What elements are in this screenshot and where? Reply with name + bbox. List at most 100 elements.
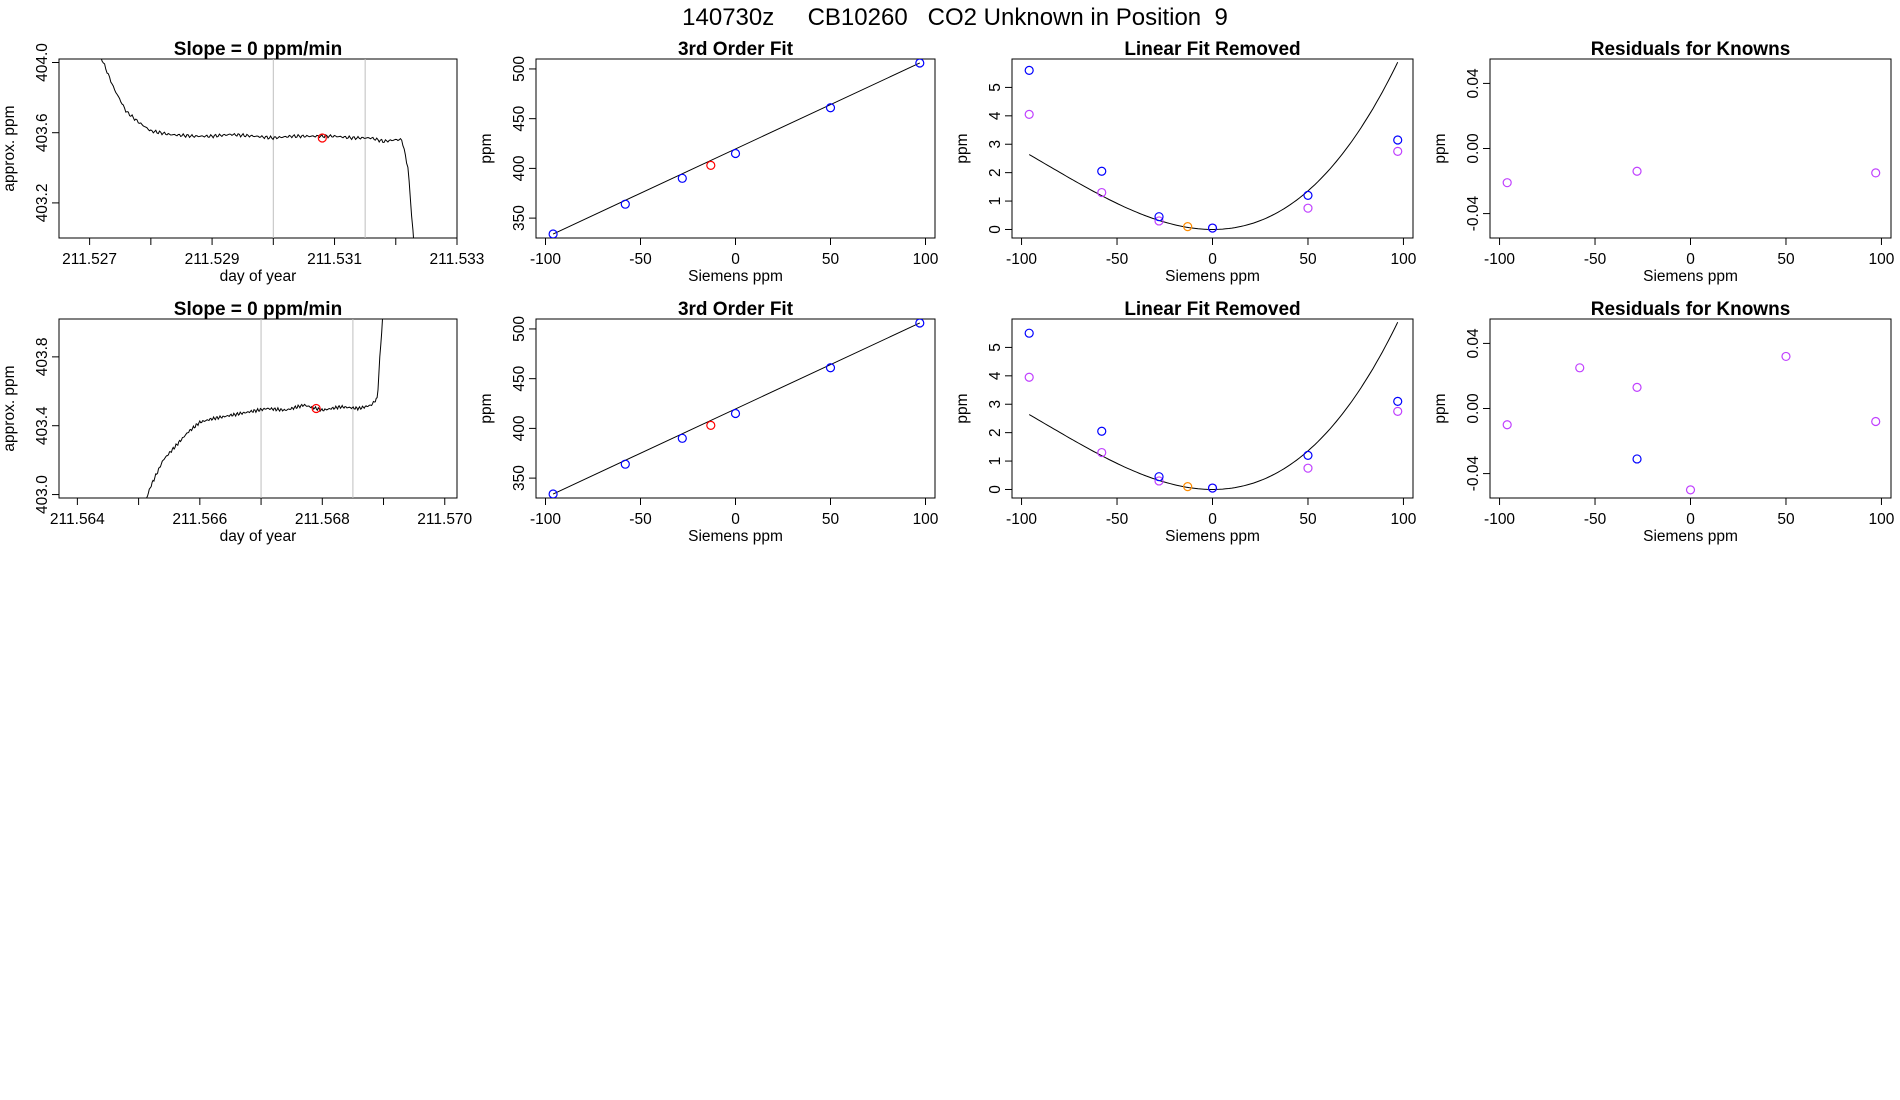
known-standard-point [1632, 454, 1642, 464]
x-tick-label: 0 [1208, 511, 1217, 528]
x-tick-label: -50 [1106, 251, 1129, 268]
figure-title: 140730z CB10260 CO2 Unknown in Position … [682, 4, 1228, 31]
residual-point [1154, 216, 1164, 226]
x-tick-label: -50 [629, 511, 652, 528]
known-standard-point [1154, 212, 1164, 222]
panel-6: 3rd Order Fit -100 -50 0 50 100 350 400 450 500 Si… [478, 299, 939, 545]
residual-point [1393, 146, 1403, 156]
plot-area [1024, 61, 1403, 233]
residual-point [1632, 382, 1642, 392]
x-tick-label: -50 [1584, 251, 1607, 268]
plot-frame [1489, 58, 1892, 239]
panel-title: Slope = 0 ppm/min [174, 39, 342, 60]
x-axis-label: Siemens ppm [1165, 268, 1260, 285]
x-tick-label: -100 [1006, 251, 1037, 268]
x-tick-label: -50 [1584, 511, 1607, 528]
x-tick-label: 100 [1869, 251, 1895, 268]
panel-title: Residuals for Knowns [1591, 299, 1791, 320]
y-tick-label: 403.0 [34, 475, 51, 514]
known-standard-point [915, 59, 925, 68]
panel-3: Linear Fit Removed -100 -50 0 50 100 0 1 2 3 4 5 Sie… [954, 39, 1417, 285]
x-axis-label: Siemens ppm [688, 528, 783, 545]
y-tick-label: 0.04 [1465, 328, 1482, 359]
x-tick-label: 100 [913, 511, 939, 528]
known-standard-point [548, 489, 558, 498]
residual-point [1502, 420, 1512, 430]
y-axis-label: ppm [1432, 393, 1449, 423]
residual-point [1781, 351, 1791, 362]
residual-point [1871, 168, 1881, 178]
x-tick-label: -100 [530, 511, 561, 528]
y-tick-label: 5 [987, 83, 1004, 92]
x-axis-label: day of year [220, 268, 297, 285]
plot-area [100, 59, 415, 238]
known-standard-point [1303, 450, 1313, 460]
y-tick-label: 4 [987, 111, 1004, 120]
x-tick-label: 211.531 [307, 251, 362, 268]
y-tick-label: -0.04 [1465, 456, 1482, 492]
y-tick-label: 500 [511, 56, 528, 82]
x-tick-label: 50 [1299, 251, 1317, 268]
plot-frame [1011, 58, 1414, 239]
plot-area [1502, 166, 1881, 188]
panel-5: Slope = 0 ppm/min 211.564 211.566 211.568 21… [1, 299, 473, 545]
y-tick-label: 404.0 [34, 43, 51, 82]
known-standard-point [1097, 166, 1107, 176]
y-tick-label: 403.2 [34, 184, 51, 223]
x-tick-label: 0 [731, 251, 740, 268]
residual-point [1303, 463, 1313, 473]
residual-point [1632, 166, 1642, 176]
y-axis-label: ppm [478, 393, 495, 423]
residual-point [1575, 363, 1585, 373]
x-tick-label: -100 [1484, 511, 1515, 528]
y-tick-label: 403.4 [34, 406, 51, 445]
y-axis-label: approx. ppm [1, 105, 18, 191]
x-tick-label: -50 [629, 251, 652, 268]
fit-line [552, 62, 921, 235]
y-axis-label: ppm [478, 133, 495, 163]
x-tick-label: 50 [1777, 251, 1795, 268]
panel-title: 3rd Order Fit [678, 299, 794, 320]
plot-frame [58, 318, 458, 499]
known-standard-point [1097, 426, 1107, 436]
y-tick-label: 350 [511, 465, 528, 491]
known-standard-point [677, 433, 687, 443]
fit-curve [1028, 61, 1399, 230]
panel-2: 3rd Order Fit -100 -50 0 50 100 350 400 450 500 Si… [478, 39, 939, 285]
panel-title: 3rd Order Fit [678, 39, 794, 60]
known-standard-point [1393, 396, 1403, 406]
residual-point [1871, 416, 1881, 427]
x-tick-label: 100 [1391, 511, 1417, 528]
known-standard-point [730, 148, 741, 159]
y-tick-label: 403.8 [34, 337, 51, 376]
y-tick-label: 0 [987, 225, 1004, 234]
known-standard-point [620, 459, 630, 469]
y-tick-label: 2 [987, 168, 1004, 177]
known-standard-point [1207, 483, 1218, 493]
residual-point [1154, 476, 1164, 486]
x-tick-label: 211.529 [185, 251, 240, 268]
y-tick-label: 0.00 [1465, 133, 1482, 164]
y-tick-label: -0.04 [1465, 196, 1482, 232]
known-standard-point [620, 199, 630, 209]
panel-title: Residuals for Knowns [1591, 39, 1791, 60]
known-standard-point [1154, 472, 1164, 482]
x-tick-label: 211.570 [417, 511, 472, 528]
panel-7: Linear Fit Removed -100 -50 0 50 100 0 1 2 3 4 5 Sie… [954, 299, 1417, 545]
plot-frame [1489, 318, 1892, 499]
known-standard-point [915, 319, 925, 328]
known-standard-point [677, 173, 687, 183]
x-tick-label: 50 [822, 511, 840, 528]
unknown-point [706, 160, 716, 171]
unknown-average-point [311, 403, 321, 414]
known-standard-point [1303, 190, 1313, 200]
panel-title: Linear Fit Removed [1124, 39, 1300, 60]
y-tick-label: 0 [987, 485, 1004, 494]
x-axis-label: Siemens ppm [1165, 528, 1260, 545]
y-tick-label: 403.6 [34, 113, 51, 152]
y-tick-label: 0.00 [1465, 393, 1482, 424]
known-standard-point [730, 408, 741, 419]
residual-point [1024, 109, 1034, 120]
